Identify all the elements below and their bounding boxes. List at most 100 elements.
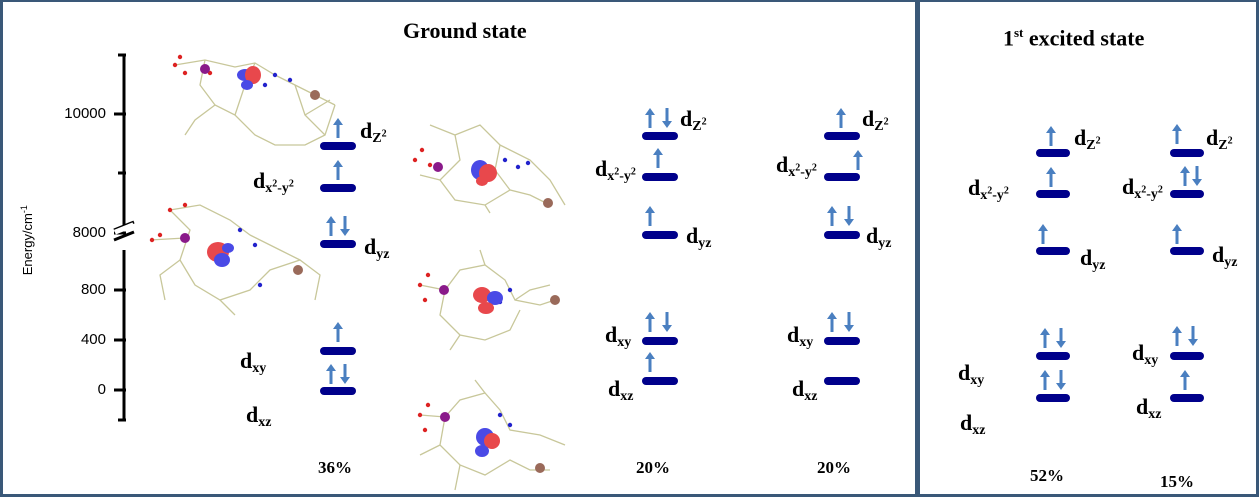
- ground-state-title: Ground state: [403, 18, 527, 43]
- tick-400: 400: [80, 331, 106, 348]
- level-col2-dz2: [642, 132, 678, 140]
- percentage-col5: 15%: [1160, 472, 1194, 491]
- excited-state-title: 1st excited state: [1003, 25, 1144, 51]
- label-dxy: dxy: [958, 360, 985, 388]
- spin-up-arrow: [326, 364, 336, 384]
- y-axis-label: Energy/cm-1: [19, 195, 35, 285]
- molecule-image-1: [172, 54, 336, 146]
- level-col4-dx2y2: [1036, 190, 1070, 198]
- level-col5-dx2y2: [1170, 190, 1204, 198]
- level-col1-dyz: [320, 240, 356, 248]
- level-col4-dxy: [1036, 352, 1070, 360]
- level-col5-dxz: [1170, 394, 1204, 402]
- spin-down-arrow: [662, 312, 672, 332]
- energy-axis: [113, 53, 135, 422]
- molecule-image-3: [412, 124, 566, 214]
- spin-down-arrow: [340, 216, 350, 236]
- label-dyz: dyz: [1080, 245, 1106, 273]
- excited-title-text: excited state: [1023, 25, 1145, 51]
- spin-up-arrow: [333, 322, 343, 342]
- level-col1-dx2y2: [320, 184, 356, 192]
- level-col3-dx2y2: [824, 173, 860, 181]
- spin-down-arrow: [844, 312, 854, 332]
- excited-title-number: 1: [1003, 25, 1014, 51]
- spin-up-arrow: [1172, 224, 1182, 244]
- spin-up-arrow: [1038, 224, 1048, 244]
- label-dx2y2: dx2-y2: [1122, 174, 1163, 202]
- level-col3-dxz: [824, 377, 860, 385]
- spin-up-arrow: [827, 312, 837, 332]
- spin-down-arrow: [1192, 166, 1202, 186]
- level-col2-dyz: [642, 231, 678, 239]
- spin-up-arrow: [1180, 370, 1190, 390]
- label-dxy: dxy: [1132, 340, 1159, 368]
- label-dxz: dxz: [792, 376, 818, 404]
- spin-up-arrow: [326, 216, 336, 236]
- label-dyz: dyz: [866, 223, 892, 251]
- percentage-col4: 52%: [1030, 466, 1064, 485]
- spin-up-arrow: [1040, 370, 1050, 390]
- level-col5-dz2: [1170, 149, 1204, 157]
- spin-up-arrow: [1046, 167, 1056, 187]
- level-col2-dxy: [642, 337, 678, 345]
- label-dxy: dxy: [605, 322, 632, 350]
- spin-down-arrow: [662, 108, 672, 128]
- spin-up-arrow: [653, 148, 663, 168]
- y-axis-label-text: Energy/cm: [20, 213, 36, 276]
- excited-title-suffix: st: [1014, 25, 1024, 40]
- level-col5-dyz: [1170, 247, 1204, 255]
- spin-up-arrow: [1172, 124, 1182, 144]
- spin-up-arrow: [645, 206, 655, 226]
- excited-state-panel: [918, 0, 1259, 497]
- level-col2-dx2y2: [642, 173, 678, 181]
- spin-up-arrow: [645, 352, 655, 372]
- percentage-col2: 20%: [636, 458, 670, 477]
- spin-up-arrow: [1046, 126, 1056, 146]
- label-dz2: dZ2: [862, 106, 889, 134]
- level-col3-dyz: [824, 231, 860, 239]
- spin-down-arrow: [844, 206, 854, 226]
- label-dxy: dxy: [787, 322, 814, 350]
- label-dxz: dxz: [1136, 394, 1162, 422]
- label-dxz: dxz: [960, 410, 986, 438]
- label-dxz: dxz: [246, 402, 272, 430]
- label-dxy: dxy: [240, 348, 267, 376]
- label-dz2: dZ2: [1206, 125, 1233, 153]
- label-dx2y2: dx2-y2: [595, 156, 636, 184]
- molecule-image-5: [417, 379, 566, 491]
- spin-down-arrow: [1056, 370, 1066, 390]
- spin-up-arrow: [1172, 326, 1182, 346]
- level-col4-dyz: [1036, 247, 1070, 255]
- spin-down-arrow: [1188, 326, 1198, 346]
- label-dx2y2: dx2-y2: [253, 168, 294, 196]
- label-dyz: dyz: [364, 234, 390, 262]
- level-col1-dz2: [320, 142, 356, 150]
- spin-down-arrow: [1056, 328, 1066, 348]
- spin-up-arrow: [827, 206, 837, 226]
- y-axis-label-exponent: -1: [18, 205, 29, 214]
- label-dz2: dZ2: [1074, 125, 1101, 153]
- level-col3-dxy: [824, 337, 860, 345]
- spin-up-arrow: [645, 108, 655, 128]
- molecule-image-2: [149, 202, 321, 316]
- spin-up-arrow: [1180, 166, 1190, 186]
- label-dyz: dyz: [686, 223, 712, 251]
- level-col2-dxz: [642, 377, 678, 385]
- molecule-image-4: [417, 249, 560, 351]
- spin-down-arrow: [340, 364, 350, 384]
- percentage-col3: 20%: [817, 458, 851, 477]
- level-col3-dz2: [824, 132, 860, 140]
- tick-0: 0: [97, 381, 106, 398]
- spin-up-arrow: [333, 160, 343, 180]
- tick-800: 800: [80, 281, 106, 298]
- level-col1-dxy: [320, 347, 356, 355]
- label-dx2y2: dx2-y2: [776, 152, 817, 180]
- label-dxz: dxz: [608, 376, 634, 404]
- ground-state-panel: [0, 0, 918, 497]
- level-col1-dxz: [320, 387, 356, 395]
- tick-10000: 10000: [64, 105, 106, 122]
- spin-up-arrow: [853, 150, 863, 170]
- level-col4-dxz: [1036, 394, 1070, 402]
- spin-up-arrow: [645, 312, 655, 332]
